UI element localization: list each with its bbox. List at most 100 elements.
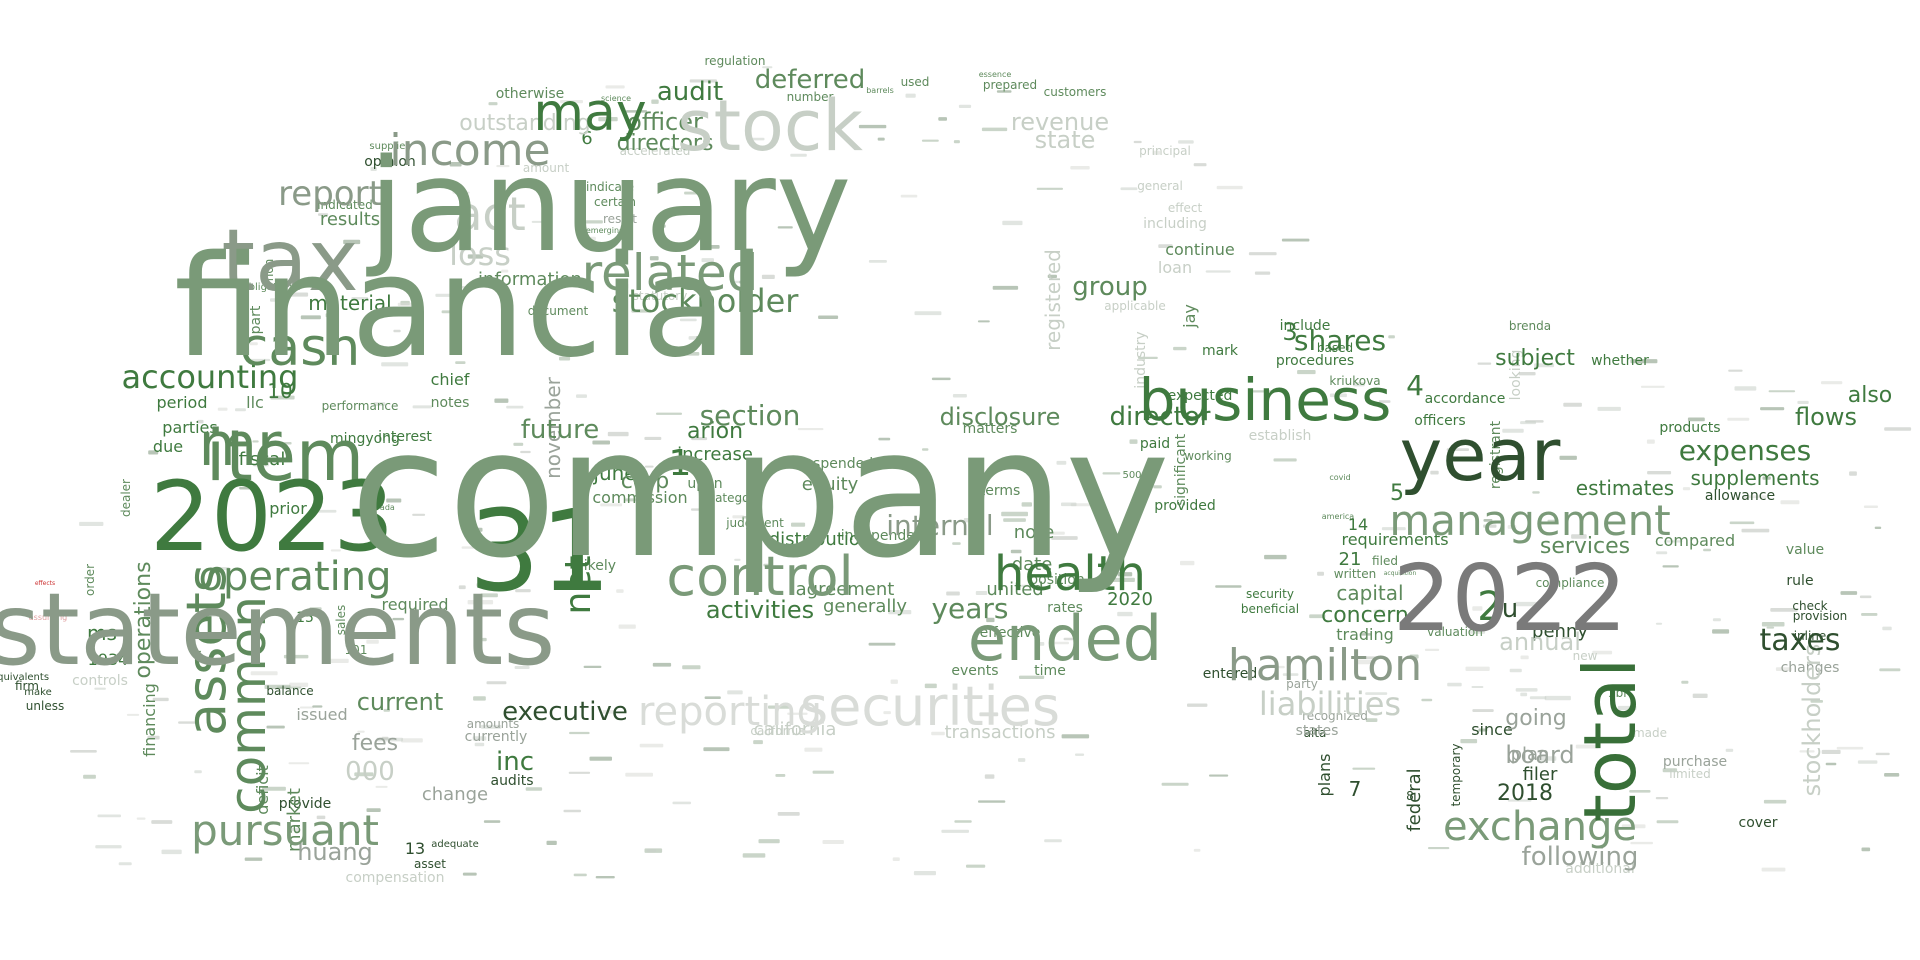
filler-word-mark bbox=[953, 140, 960, 144]
cloud-word: director bbox=[1110, 402, 1211, 432]
cloud-word: rule bbox=[1786, 573, 1813, 589]
filler-word-mark bbox=[1741, 528, 1770, 533]
filler-word-mark bbox=[392, 617, 405, 621]
filler-word-mark bbox=[1662, 565, 1679, 568]
filler-word-mark bbox=[1571, 534, 1587, 539]
filler-word-mark bbox=[938, 117, 947, 121]
cloud-word: applicable bbox=[1104, 299, 1166, 313]
cloud-word: registered bbox=[1041, 249, 1065, 351]
cloud-word: asset bbox=[414, 857, 446, 871]
cloud-word: terms bbox=[980, 483, 1021, 499]
cloud-word: compensation bbox=[346, 870, 445, 886]
filler-word-mark bbox=[95, 845, 122, 849]
filler-word-mark bbox=[946, 591, 960, 596]
cloud-word: future bbox=[521, 415, 599, 445]
filler-word-mark bbox=[931, 731, 945, 736]
filler-word-mark bbox=[1428, 847, 1450, 850]
cloud-word: may bbox=[533, 83, 646, 143]
cloud-word: plan bbox=[1511, 744, 1550, 765]
filler-word-mark bbox=[467, 600, 494, 605]
filler-word-mark bbox=[602, 710, 617, 714]
filler-word-mark bbox=[858, 124, 887, 129]
filler-word-mark bbox=[1329, 393, 1347, 398]
cloud-word: amounts bbox=[467, 717, 520, 731]
filler-word-mark bbox=[1352, 382, 1365, 387]
filler-word-mark bbox=[161, 849, 182, 855]
filler-word-mark bbox=[592, 440, 610, 445]
filler-word-mark bbox=[1020, 584, 1036, 587]
filler-word-mark bbox=[1563, 402, 1582, 407]
filler-word-mark bbox=[283, 654, 309, 659]
filler-word-mark bbox=[1520, 421, 1536, 425]
cloud-word: provided bbox=[1154, 498, 1215, 514]
cloud-word: 1934 bbox=[88, 650, 129, 669]
cloud-word: currently bbox=[465, 729, 528, 745]
cloud-word: suspended bbox=[797, 456, 873, 472]
filler-word-mark bbox=[1629, 790, 1651, 793]
cloud-word: agreement bbox=[796, 579, 895, 600]
filler-word-mark bbox=[288, 828, 300, 832]
filler-word-mark bbox=[393, 329, 401, 333]
filler-word-mark bbox=[1760, 407, 1785, 411]
filler-word-mark bbox=[1137, 356, 1158, 359]
cloud-word: 10 bbox=[267, 379, 292, 403]
filler-word-mark bbox=[1621, 824, 1646, 829]
cloud-word: 000 bbox=[345, 757, 395, 787]
filler-word-mark bbox=[1477, 362, 1492, 365]
filler-word-mark bbox=[250, 671, 278, 676]
cloud-word: beneficial bbox=[1241, 602, 1299, 616]
cloud-word: act bbox=[454, 187, 526, 241]
filler-word-mark bbox=[1863, 505, 1878, 508]
filler-word-mark bbox=[299, 706, 314, 709]
filler-word-mark bbox=[1762, 476, 1771, 480]
filler-word-mark bbox=[217, 407, 228, 411]
filler-word-mark bbox=[768, 705, 792, 709]
filler-word-mark bbox=[639, 743, 664, 748]
filler-word-mark bbox=[1075, 753, 1085, 756]
filler-word-mark bbox=[1430, 470, 1439, 475]
filler-word-mark bbox=[1061, 502, 1077, 507]
filler-word-mark bbox=[649, 256, 659, 261]
filler-word-mark bbox=[977, 320, 990, 323]
cloud-word: item bbox=[206, 415, 364, 497]
cloud-word: changes bbox=[1781, 660, 1840, 676]
filler-word-mark bbox=[1768, 390, 1796, 393]
filler-word-mark bbox=[1879, 668, 1901, 672]
cloud-word: fees bbox=[352, 731, 398, 756]
cloud-word: directors bbox=[617, 131, 714, 156]
cloud-word: brenda bbox=[1509, 319, 1551, 333]
cloud-word: capital bbox=[1336, 581, 1403, 605]
cloud-word: statutory bbox=[633, 289, 688, 303]
filler-word-mark bbox=[618, 624, 636, 629]
cloud-word: 500 bbox=[1122, 470, 1141, 481]
cloud-word: commission bbox=[592, 488, 687, 507]
cloud-word: taxes bbox=[1759, 623, 1840, 658]
cloud-word: subject bbox=[1495, 346, 1575, 371]
filler-word-mark bbox=[1656, 820, 1679, 824]
filler-word-mark bbox=[239, 486, 255, 490]
filler-word-mark bbox=[913, 871, 936, 876]
filler-word-mark bbox=[462, 872, 477, 876]
cloud-word: business bbox=[1139, 366, 1392, 434]
filler-word-mark bbox=[1662, 768, 1678, 773]
filler-word-mark bbox=[1728, 369, 1743, 372]
filler-word-mark bbox=[270, 298, 288, 302]
cloud-word: independent bbox=[841, 528, 930, 544]
cloud-word: penny bbox=[1532, 621, 1588, 642]
filler-word-mark bbox=[1133, 140, 1142, 144]
cloud-word: market bbox=[284, 788, 305, 852]
filler-word-mark bbox=[381, 736, 389, 740]
filler-word-mark bbox=[1468, 630, 1486, 634]
cloud-word: party bbox=[1286, 677, 1318, 691]
cloud-word: period bbox=[157, 393, 208, 412]
filler-word-mark bbox=[1682, 487, 1691, 491]
cloud-word: value bbox=[1786, 542, 1824, 558]
cloud-word: change bbox=[422, 784, 488, 805]
filler-word-mark bbox=[474, 742, 485, 747]
filler-word-mark bbox=[1630, 841, 1653, 845]
cloud-word: additional bbox=[1565, 861, 1635, 877]
cloud-word: non bbox=[262, 259, 276, 282]
cloud-word: 13 bbox=[405, 839, 425, 858]
filler-word-mark bbox=[97, 814, 121, 818]
cloud-word: operating bbox=[199, 554, 392, 600]
